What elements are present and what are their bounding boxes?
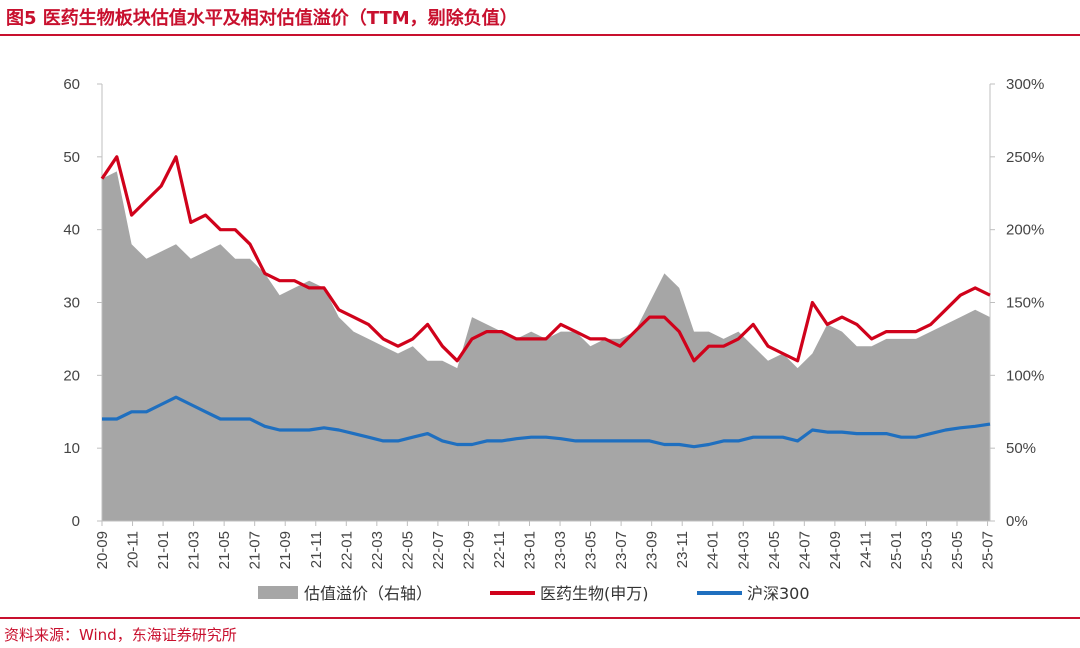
source-rule <box>0 617 1080 619</box>
x-tick-label: 25-01 <box>888 531 905 569</box>
x-tick-label: 22-01 <box>338 531 355 569</box>
legend-swatch-premium <box>258 586 298 599</box>
x-tick-label: 20-11 <box>125 531 142 568</box>
x-tick-label: 21-09 <box>277 531 294 569</box>
axis-layer: 0 10 20 30 40 50 60 0% 50% 100% 150% 200% 250% 300% 20… <box>63 76 1044 569</box>
right-tick-label: 250% <box>1006 149 1044 166</box>
legend-label: 医药生物(申万) <box>540 584 649 603</box>
x-tick-label: 23-07 <box>613 531 630 569</box>
right-tick-label: 300% <box>1006 76 1044 93</box>
x-tick-label: 22-07 <box>430 531 447 569</box>
legend-label: 估值溢价（右轴） <box>304 584 432 603</box>
left-tick-label: 50 <box>63 149 80 166</box>
x-tick-label: 24-03 <box>735 531 752 569</box>
pharma-line <box>100 155 991 363</box>
x-tick-label: 24-05 <box>766 531 783 569</box>
left-tick-label: 10 <box>63 440 80 457</box>
premium-area-layer <box>102 171 990 521</box>
x-tick-label: 24-09 <box>827 531 844 569</box>
x-tick-label: 23-03 <box>552 531 569 569</box>
premium-area <box>102 171 990 521</box>
x-tick-label: 20-09 <box>94 531 111 569</box>
csi300-line <box>102 395 991 449</box>
left-tick-label: 60 <box>63 76 80 93</box>
x-tick-label: 23-01 <box>522 531 539 569</box>
x-tick-label: 22-05 <box>399 531 416 569</box>
x-tick-label: 21-07 <box>247 531 264 569</box>
x-tick-label: 24-01 <box>705 531 722 569</box>
x-tick-label: 25-05 <box>949 531 966 569</box>
left-tick-label: 0 <box>72 513 80 530</box>
left-tick-label: 20 <box>63 367 80 384</box>
right-tick-label: 50% <box>1006 440 1036 457</box>
left-tick-label: 30 <box>63 295 80 312</box>
source-note: 资料来源：Wind，东海证券研究所 <box>4 626 237 644</box>
x-tick-label: 23-05 <box>583 531 600 569</box>
x-tick-label: 23-09 <box>644 531 661 569</box>
x-tick-label: 22-03 <box>369 531 386 569</box>
x-tick-label: 24-11 <box>857 531 874 568</box>
figure-title: 图5 医药生物板块估值水平及相对估值溢价（TTM，剔除负值） <box>6 8 518 29</box>
x-tick-label: 23-11 <box>674 531 691 568</box>
legend-label: 沪深300 <box>747 584 810 603</box>
x-tick-label: 22-09 <box>460 531 477 569</box>
x-tick-label: 25-07 <box>980 531 997 569</box>
x-tick-label: 21-11 <box>308 531 325 568</box>
right-tick-label: 0% <box>1006 513 1028 530</box>
legend: 估值溢价（右轴） 医药生物(申万) 沪深300 <box>258 584 810 603</box>
title-rule <box>0 34 1080 36</box>
right-tick-label: 100% <box>1006 367 1044 384</box>
x-tick-label: 21-05 <box>216 531 233 569</box>
valuation-chart: 0 10 20 30 40 50 60 0% 50% 100% 150% 200% 250% 300% 20… <box>63 76 1044 603</box>
left-tick-label: 40 <box>63 222 80 239</box>
right-tick-label: 150% <box>1006 295 1044 312</box>
x-tick-label: 21-01 <box>155 531 172 569</box>
right-tick-label: 200% <box>1006 222 1044 239</box>
x-tick-label: 21-03 <box>186 531 203 569</box>
x-tick-label: 25-03 <box>918 531 935 569</box>
line-layer <box>100 155 991 449</box>
x-tick-label: 24-07 <box>796 531 813 569</box>
x-tick-label: 22-11 <box>491 531 508 568</box>
